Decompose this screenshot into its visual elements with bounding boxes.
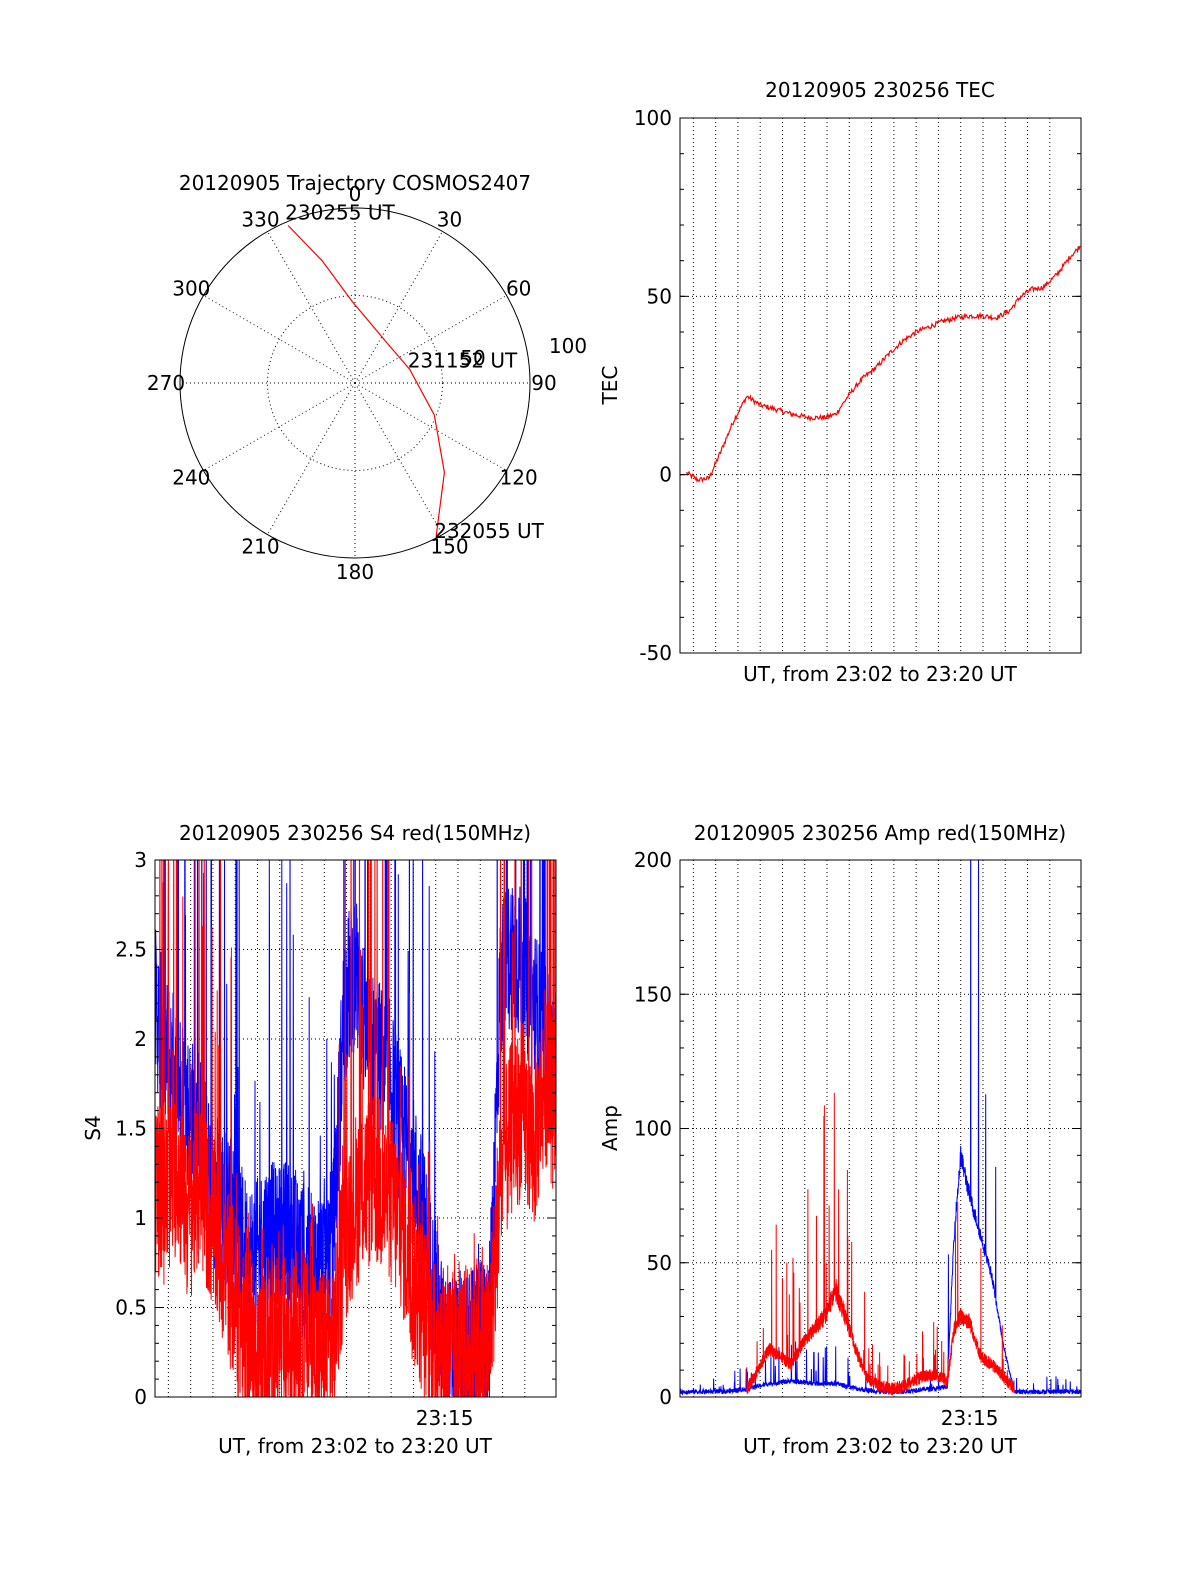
polar-angle-label: 90 (531, 371, 556, 395)
polar-radial-label: 100 (549, 334, 587, 358)
p3-ytick-label: 0 (134, 1385, 147, 1409)
p3-xtick-label: 23:15 (416, 1406, 474, 1430)
amp-ylabel: Amp (598, 1105, 622, 1151)
polar-angle-label: 300 (172, 277, 210, 301)
p4-ytick-label: 100 (634, 1117, 672, 1141)
tec-ylabel: TEC (598, 366, 622, 406)
p3-ytick-label: 1.5 (115, 1117, 147, 1141)
p2-ytick-label: 100 (634, 106, 672, 130)
p4-ytick-label: 150 (634, 982, 672, 1006)
p3-ytick-label: 2 (134, 1027, 147, 1051)
polar-spoke (268, 231, 356, 383)
trajectory-time-label: 230255 UT (285, 200, 395, 224)
p4-xtick-label: 23:15 (941, 1406, 999, 1430)
polar-angle-label: 180 (336, 560, 374, 584)
amp-series (680, 639, 1081, 1396)
p2-ytick-label: -50 (639, 641, 672, 665)
p2-ytick-label: 50 (647, 284, 672, 308)
polar-angle-label: 270 (147, 371, 185, 395)
p2-series-line (687, 246, 1080, 481)
p4-ytick-label: 200 (634, 848, 672, 872)
p2-frame (680, 118, 1081, 653)
polar-angle-label: 30 (437, 207, 462, 231)
amp-panel: 20120905 230256 Amp red(150MHz) UT, from… (598, 639, 1081, 1459)
p4-series-line (680, 639, 1081, 1395)
p3-ytick-label: 1 (134, 1206, 147, 1230)
trajectory-line (288, 226, 444, 536)
polar-spoke (355, 383, 507, 471)
trajectory-polar-panel: 20120905 Trajectory COSMOS2407 030609012… (147, 171, 587, 584)
trajectory-time-label: 231152 UT (408, 348, 518, 372)
amp-xlabel: UT, from 23:02 to 23:20 UT (743, 1434, 1018, 1458)
p4-ytick-label: 50 (647, 1251, 672, 1275)
polar-angle-label: 240 (172, 466, 210, 490)
tec-xlabel: UT, from 23:02 to 23:20 UT (743, 662, 1018, 686)
p4-plot-area (680, 639, 1081, 1396)
s4-ylabel: S4 (81, 1115, 105, 1140)
p2-ytick-label: 0 (659, 463, 672, 487)
s4-xlabel: UT, from 23:02 to 23:20 UT (218, 1434, 493, 1458)
p2-plot-area (687, 246, 1080, 481)
amp-grid (680, 860, 1081, 1397)
polar-grid (180, 208, 530, 558)
p4-series-line (747, 1093, 1014, 1395)
polar-spoke (268, 383, 356, 535)
p3-ytick-label: 2.5 (115, 938, 147, 962)
trajectory-series: 230255 UT 231152 UT 232055 UT (285, 200, 544, 542)
amp-title: 20120905 230256 Amp red(150MHz) (694, 821, 1066, 845)
p4-ytick-label: 0 (659, 1385, 672, 1409)
polar-angle-label: 210 (241, 535, 279, 559)
tec-series (687, 246, 1080, 481)
p3-ytick-label: 0.5 (115, 1296, 147, 1320)
amp-axes: 200 150 100 50 0 23:15 (634, 848, 1081, 1430)
polar-angle-label: 120 (500, 466, 538, 490)
tec-panel: 20120905 230256 TEC UT, from 23:02 to 23… (598, 78, 1081, 686)
polar-angle-label: 330 (241, 207, 279, 231)
p3-ytick-label: 3 (134, 848, 147, 872)
tec-title: 20120905 230256 TEC (765, 78, 995, 102)
tec-grid (680, 118, 1081, 653)
polar-angle-label: 60 (506, 277, 531, 301)
s4-title: 20120905 230256 S4 red(150MHz) (179, 821, 531, 845)
trajectory-time-label: 232055 UT (434, 519, 544, 543)
